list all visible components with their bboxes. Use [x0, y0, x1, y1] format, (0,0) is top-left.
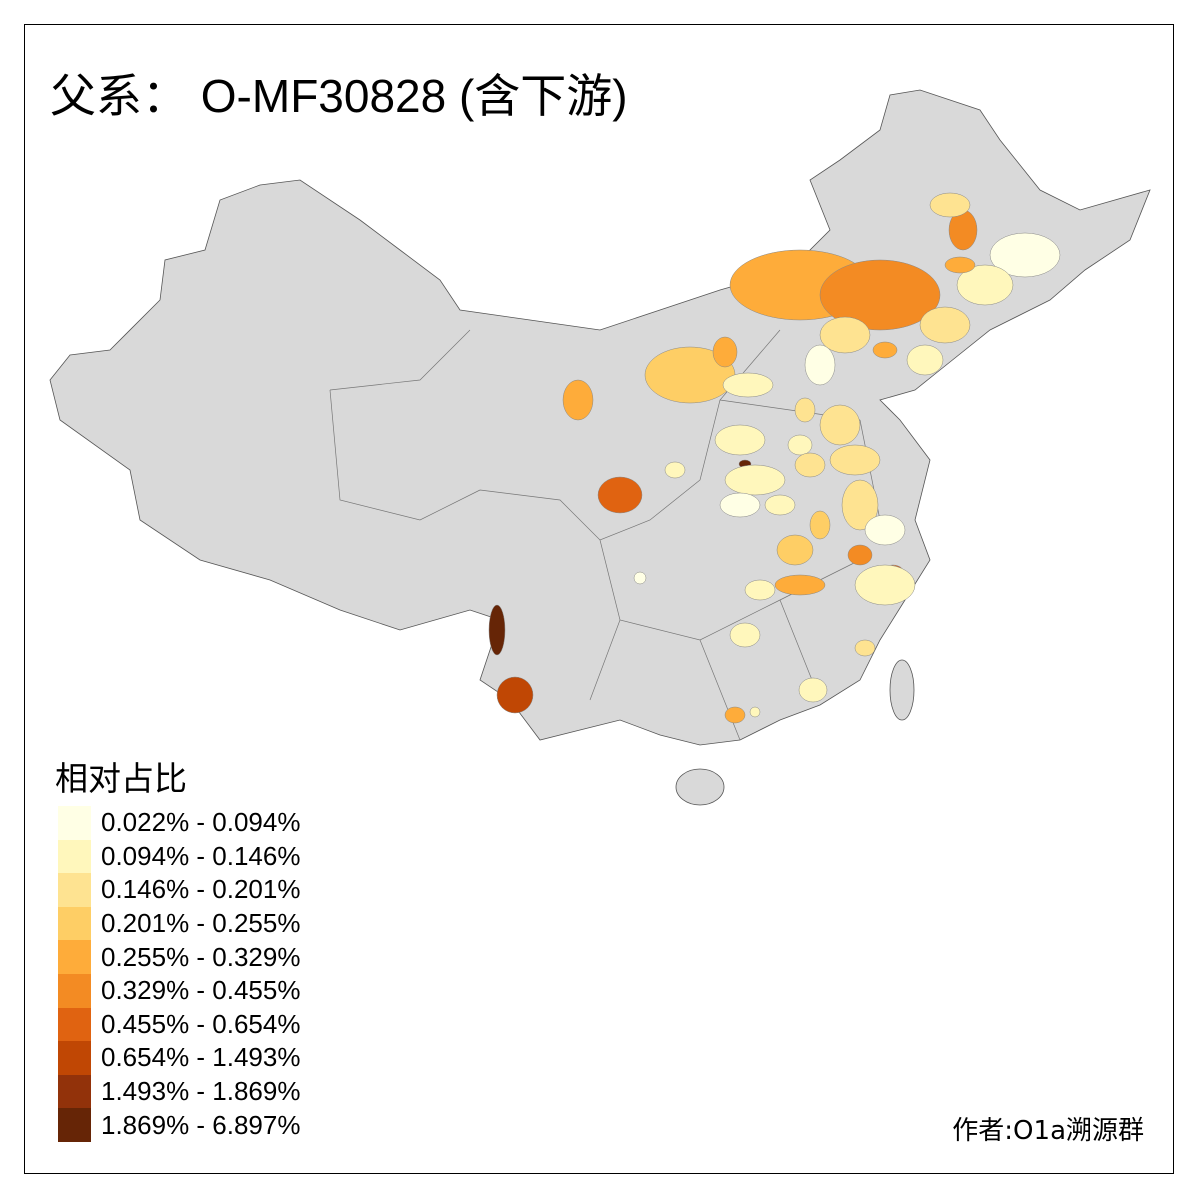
legend-swatch: [58, 839, 91, 874]
region-shape: [809, 510, 831, 540]
legend-item: 0.022% - 0.094%: [58, 806, 300, 840]
hainan-island: [675, 768, 725, 806]
legend-item: 0.255% - 0.329%: [58, 940, 300, 974]
legend-swatch: [58, 973, 91, 1008]
legend-label: 0.022% - 0.094%: [101, 807, 301, 838]
legend-swatch: [58, 906, 91, 941]
region-shape: [597, 476, 643, 514]
region-shape: [776, 534, 814, 566]
legend-label: 0.094% - 0.146%: [101, 840, 301, 871]
region-shape: [749, 706, 761, 718]
legend-item: 0.094% - 0.146%: [58, 839, 301, 874]
region-shape: [819, 259, 941, 331]
legend-label: 0.255% - 0.329%: [101, 941, 301, 972]
legend-item: 1.493% - 1.869%: [58, 1074, 301, 1109]
legend-label: 0.455% - 0.654%: [101, 1008, 301, 1039]
region-shape: [724, 706, 746, 724]
province-borders: [329, 329, 881, 741]
legend-label: 0.654% - 1.493%: [101, 1042, 301, 1073]
legend-label: 0.146% - 0.201%: [101, 874, 301, 905]
region-shape: [847, 544, 873, 566]
legend-title: 相对占比: [55, 759, 187, 798]
highlighted-regions: [488, 192, 1061, 724]
region-shape: [794, 397, 816, 423]
legend-swatch: [58, 1007, 91, 1042]
region-shape: [562, 379, 594, 421]
region-shape: [804, 344, 836, 386]
legend-item: 1.869% - 6.897%: [58, 1108, 300, 1142]
legend: 0.022% - 0.094% 0.094% - 0.146% 0.146% -…: [58, 806, 300, 1142]
region-shape: [488, 604, 506, 656]
legend-label: 1.869% - 6.897%: [101, 1109, 301, 1140]
legend-label: 1.493% - 1.869%: [101, 1076, 301, 1107]
region-shape: [829, 444, 881, 476]
legend-swatch: [58, 1108, 91, 1142]
region-shape: [841, 479, 879, 531]
china-outline: [49, 89, 1151, 746]
region-shape: [854, 564, 916, 606]
author-credit: 作者:O1a溯源群: [952, 1116, 1144, 1146]
map-frame: [24, 24, 1174, 1174]
region-shape: [944, 256, 976, 274]
region-shape: [729, 622, 761, 648]
legend-item: 0.201% - 0.255%: [58, 906, 301, 941]
region-shape: [819, 404, 861, 446]
legend-item: 0.329% - 0.455%: [58, 973, 301, 1008]
region-shape: [956, 264, 1014, 306]
legend-item: 0.455% - 0.654%: [58, 1007, 301, 1042]
region-shape: [864, 514, 906, 546]
legend-swatch: [58, 806, 91, 840]
taiwan-island: [889, 659, 915, 721]
region-shape: [798, 677, 828, 703]
region-shape: [794, 452, 826, 478]
legend-swatch: [58, 873, 91, 907]
legend-label: 0.329% - 0.455%: [101, 975, 301, 1006]
region-shape: [906, 344, 944, 376]
region-shape: [764, 494, 796, 516]
region-shape: [722, 372, 774, 398]
legend-swatch: [58, 1074, 91, 1109]
region-shape: [724, 464, 786, 496]
region-shape: [854, 639, 876, 657]
region-shape: [989, 232, 1061, 278]
region-shape: [719, 492, 761, 518]
page-title: 父系： O-MF30828 (含下游): [50, 70, 628, 122]
legend-swatch: [58, 1041, 91, 1075]
region-shape: [819, 316, 871, 354]
legend-label: 0.201% - 0.255%: [101, 908, 301, 939]
legend-item: 0.654% - 1.493%: [58, 1041, 300, 1075]
legend-item: 0.146% - 0.201%: [58, 873, 300, 907]
region-shape: [496, 676, 534, 714]
region-shape: [929, 192, 971, 218]
region-shape: [774, 574, 826, 596]
region-shape: [744, 579, 776, 601]
legend-swatch: [58, 940, 91, 974]
region-shape: [633, 571, 647, 585]
region-shape: [787, 434, 813, 456]
region-shape: [714, 424, 766, 456]
region-shape: [712, 336, 738, 368]
region-shape: [919, 306, 971, 344]
region-shape: [872, 341, 898, 359]
region-shape: [664, 461, 686, 479]
